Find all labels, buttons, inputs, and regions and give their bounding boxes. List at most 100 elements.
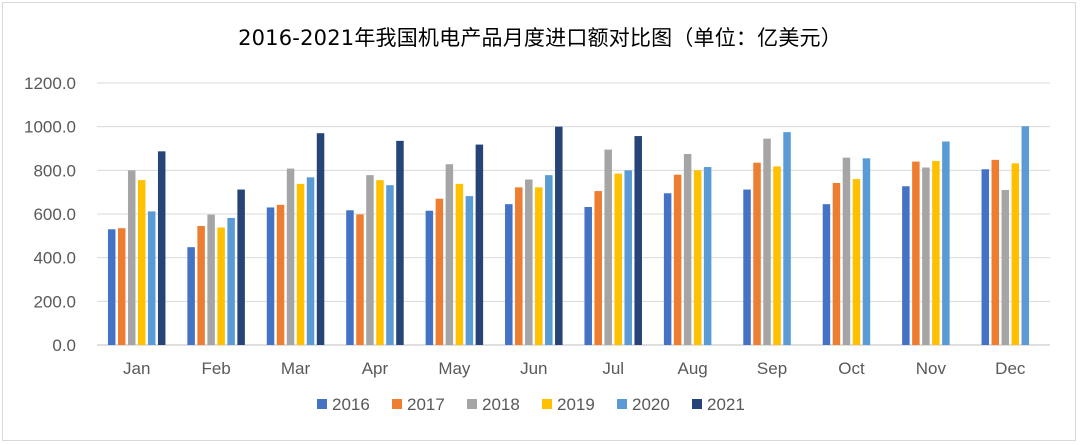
bar-2020-Nov xyxy=(942,141,950,345)
bar-2018-Nov xyxy=(922,167,930,345)
bar-2017-Jun xyxy=(515,187,523,345)
bar-2021-Feb xyxy=(237,189,245,345)
bar-2016-Jun xyxy=(505,204,513,345)
y-tick-label: 600.0 xyxy=(33,205,76,224)
bar-2020-Feb xyxy=(227,217,235,345)
legend-swatch xyxy=(317,399,327,409)
bar-2021-Mar xyxy=(316,133,325,345)
legend-label: 2016 xyxy=(332,395,370,414)
bar-2016-Mar xyxy=(266,207,275,345)
bar-2021-Jun xyxy=(555,126,563,346)
bars xyxy=(107,126,1030,346)
bar-2019-Sep xyxy=(773,166,781,345)
x-tick-label: Aug xyxy=(678,359,708,378)
bar-2020-May xyxy=(465,196,474,345)
legend-label: 2021 xyxy=(707,395,745,414)
legend-swatch xyxy=(542,399,552,409)
bar-2019-Dec xyxy=(1011,163,1020,345)
bar-2017-Dec xyxy=(991,159,1000,345)
y-tick-label: 1000.0 xyxy=(24,118,76,137)
legend-label: 2017 xyxy=(407,395,445,414)
x-tick-label: Apr xyxy=(362,359,389,378)
bar-2020-Apr xyxy=(386,185,394,345)
bar-2019-May xyxy=(455,183,464,345)
y-tick-label: 800.0 xyxy=(33,161,76,180)
bar-2019-Aug xyxy=(693,170,702,345)
bar-2017-Feb xyxy=(197,226,205,345)
bar-2020-Jan xyxy=(147,211,156,345)
chart-title: 2016-2021年我国机电产品月度进口额对比图（单位：亿美元） xyxy=(238,26,842,50)
bar-2021-Jul xyxy=(634,136,642,345)
bar-2020-Dec xyxy=(1021,126,1030,345)
x-tick-label: Oct xyxy=(838,359,865,378)
bar-2020-Jun xyxy=(545,175,553,345)
bar-2017-Sep xyxy=(753,162,761,345)
bar-2018-Apr xyxy=(366,175,374,345)
bar-2017-Nov xyxy=(912,161,920,345)
bar-2021-Apr xyxy=(396,140,404,345)
bar-2018-Dec xyxy=(1001,189,1010,345)
legend-swatch xyxy=(392,399,402,409)
bar-2016-Oct xyxy=(822,204,831,345)
bar-2016-May xyxy=(425,210,434,345)
bar-2017-Aug xyxy=(673,174,682,345)
bar-2021-May xyxy=(475,144,484,345)
legend-label: 2019 xyxy=(557,395,595,414)
y-tick-label: 200.0 xyxy=(33,292,76,311)
bar-2020-Sep xyxy=(783,132,791,345)
bar-2019-Nov xyxy=(932,160,940,345)
bar-2018-Sep xyxy=(763,138,771,345)
x-tick-label: Jun xyxy=(520,359,547,378)
legend-label: 2018 xyxy=(482,395,520,414)
bar-2017-May xyxy=(435,198,444,345)
x-tick-label: Feb xyxy=(201,359,230,378)
bar-2018-May xyxy=(445,164,454,345)
y-tick-label: 1200.0 xyxy=(24,74,76,93)
x-tick-label: Jan xyxy=(123,359,150,378)
legend: 2016 2017 2018 2019 2020 2021 xyxy=(317,395,745,414)
legend-swatch xyxy=(467,399,477,409)
x-tick-label: Nov xyxy=(916,359,947,378)
gridlines xyxy=(97,82,1050,346)
bar-2018-Oct xyxy=(842,157,851,345)
bar-2016-Jul xyxy=(584,207,592,345)
bar-2016-Feb xyxy=(187,247,195,345)
bar-2018-Feb xyxy=(207,214,215,345)
bar-2019-Jul xyxy=(614,173,622,345)
bar-2020-Jul xyxy=(624,170,632,345)
bar-2018-Aug xyxy=(683,153,692,345)
bar-2016-Sep xyxy=(743,189,751,345)
bar-2017-Jan xyxy=(117,228,126,345)
x-tick-label: Jul xyxy=(602,359,624,378)
bar-2019-Feb xyxy=(217,227,225,345)
bar-2020-Mar xyxy=(306,177,315,345)
bar-2019-Mar xyxy=(296,183,305,345)
x-tick-label: Mar xyxy=(281,359,311,378)
bar-2017-Jul xyxy=(594,191,602,345)
bar-2019-Apr xyxy=(376,180,384,345)
bar-2016-Nov xyxy=(902,186,910,345)
bar-2019-Jan xyxy=(137,180,146,345)
bar-2016-Aug xyxy=(663,193,672,345)
bar-2016-Dec xyxy=(981,169,990,345)
bar-2020-Oct xyxy=(862,158,871,345)
bar-2016-Apr xyxy=(346,210,354,345)
bar-2019-Oct xyxy=(852,179,861,345)
bar-2017-Mar xyxy=(276,204,285,345)
bar-2016-Jan xyxy=(107,229,116,345)
bar-2021-Jan xyxy=(157,151,166,345)
x-axis-ticks: Jan Feb Mar Apr May Jun Jul Aug Sep Oct Nov Dec xyxy=(123,359,1026,378)
y-axis-ticks: 0.0 200.0 400.0 600.0 800.0 1000.0 1200.0 xyxy=(24,74,76,355)
y-tick-label: 400.0 xyxy=(33,249,76,268)
bar-2018-Jul xyxy=(604,149,612,345)
bar-2018-Mar xyxy=(286,168,295,345)
bar-2017-Apr xyxy=(356,214,364,345)
bar-2019-Jun xyxy=(535,187,543,345)
bar-2020-Aug xyxy=(703,167,712,345)
x-tick-label: May xyxy=(438,359,471,378)
legend-swatch xyxy=(692,399,702,409)
bar-2018-Jan xyxy=(127,170,136,345)
y-tick-label: 0.0 xyxy=(52,336,76,355)
legend-swatch xyxy=(617,399,627,409)
